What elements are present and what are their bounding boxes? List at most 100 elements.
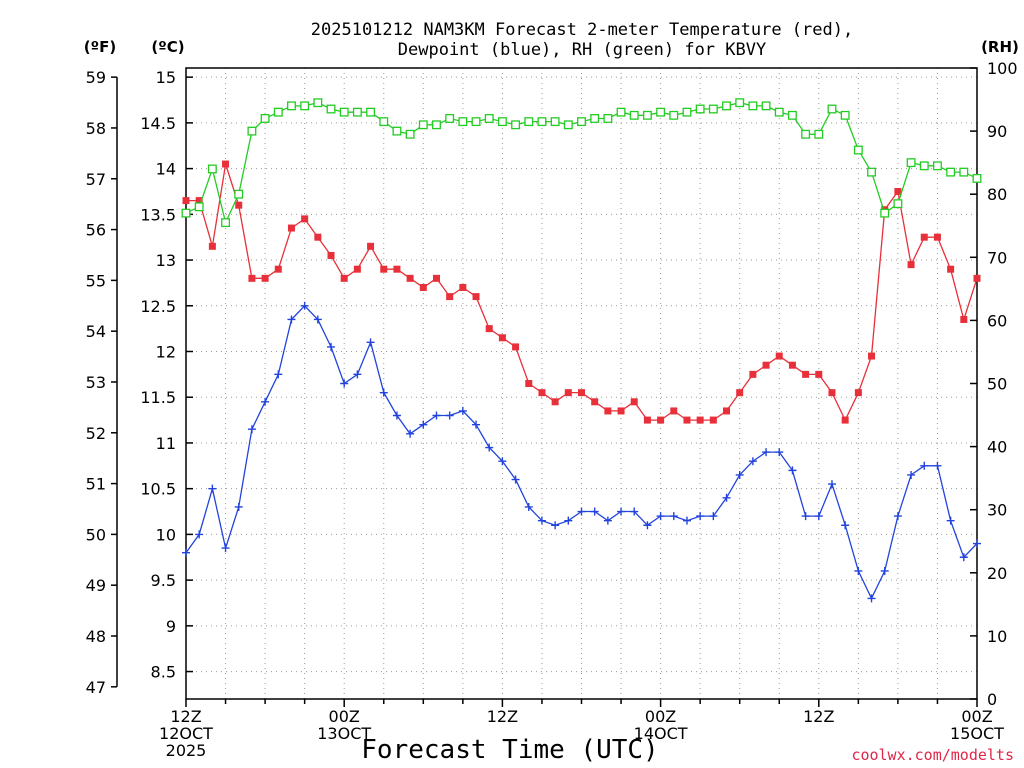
data-point: [946, 516, 955, 525]
data-point: [524, 502, 533, 511]
celsius-axis: 8.5 9 9.5 10 10.5 11 11.5 12 12.5 13 13.5 14 14.5 15: [140, 68, 193, 682]
data-point: [208, 242, 216, 250]
data-point: [630, 507, 639, 516]
data-point: [748, 101, 758, 111]
data-point: [432, 274, 440, 282]
data-point: [551, 398, 559, 406]
data-point: [340, 379, 349, 388]
data-point: [670, 407, 678, 415]
data-point: [788, 361, 796, 369]
c-tick-label: 8.5: [151, 663, 176, 682]
data-point: [367, 242, 375, 250]
data-point: [867, 594, 876, 603]
data-point: [867, 167, 876, 177]
data-point: [472, 420, 481, 429]
c-tick-label: 13: [156, 251, 176, 270]
data-point: [207, 164, 217, 174]
data-point: [405, 129, 415, 139]
data-point: [735, 98, 745, 108]
data-point: [827, 104, 837, 114]
data-point: [642, 110, 652, 120]
rh-tick-label: 10: [987, 627, 1007, 646]
data-point: [550, 117, 560, 127]
data-point: [708, 104, 718, 114]
x-tick-label: 12Z: [803, 707, 834, 726]
data-point: [459, 283, 467, 291]
credit-link[interactable]: coolwx.com/modelts: [851, 746, 1014, 764]
data-point: [247, 425, 256, 434]
data-point: [577, 117, 586, 127]
data-point: [471, 117, 481, 127]
data-point: [604, 407, 612, 415]
data-point: [695, 104, 705, 114]
data-point: [300, 301, 309, 310]
rh-tick-label: 80: [987, 185, 1007, 204]
rh-tick-label: 0: [987, 690, 997, 709]
c-tick-label: 9: [166, 617, 176, 636]
data-point: [630, 398, 638, 406]
data-point: [313, 315, 322, 324]
data-point: [775, 352, 783, 360]
data-point: [458, 117, 468, 127]
f-tick-label: 52: [86, 424, 106, 443]
c-tick-label: 14: [156, 160, 176, 179]
c-tick-label: 13.5: [140, 205, 176, 224]
data-point: [445, 114, 455, 123]
data-point: [273, 107, 283, 117]
data-point: [327, 342, 336, 351]
f-tick-label: 55: [86, 271, 106, 290]
data-point: [392, 411, 401, 420]
data-point: [353, 265, 361, 273]
data-point: [590, 114, 600, 123]
data-point: [841, 416, 849, 424]
data-point: [551, 521, 560, 530]
grid-lines: [186, 68, 977, 699]
series-rh: [181, 98, 982, 228]
data-point: [696, 416, 704, 424]
data-point: [748, 457, 757, 466]
c-tick-label: 10.5: [140, 480, 176, 499]
data-point: [380, 265, 388, 273]
rh-axis: 0 10 20 30 40 50 60 70 80 90 100: [970, 59, 1018, 709]
series-line: [186, 163, 978, 422]
data-point: [629, 110, 639, 120]
rh-unit-label: (RH): [981, 38, 1019, 56]
c-tick-label: 12.5: [140, 297, 176, 316]
data-point: [326, 104, 336, 114]
data-point: [787, 110, 797, 120]
f-tick-label: 54: [86, 322, 106, 341]
f-tick-label: 53: [86, 373, 106, 392]
data-point: [827, 480, 836, 489]
data-point: [762, 361, 770, 369]
data-point: [709, 512, 718, 521]
f-tick-label: 56: [86, 221, 106, 240]
data-point: [485, 325, 493, 333]
data-point: [524, 117, 534, 127]
x-tick-label: 00Z: [645, 707, 676, 726]
rh-tick-label: 100: [987, 59, 1018, 78]
f-tick-label: 47: [86, 678, 106, 697]
f-tick-label: 51: [86, 475, 106, 494]
data-point: [208, 484, 217, 493]
series-dewpoint: [182, 301, 981, 603]
data-point: [511, 475, 520, 484]
data-point: [419, 420, 428, 429]
data-point: [537, 516, 546, 525]
data-point: [472, 293, 480, 301]
data-point: [788, 466, 797, 475]
data-point: [603, 516, 612, 525]
data-point: [920, 233, 928, 241]
data-point: [973, 539, 981, 548]
data-point: [762, 448, 771, 457]
chart-title-line1: 2025101212 NAM3KM Forecast 2-meter Tempe…: [311, 20, 853, 40]
x-tick-label: 12Z: [487, 707, 518, 726]
data-point: [973, 274, 981, 282]
data-point: [274, 265, 282, 273]
data-point: [182, 548, 190, 557]
data-point: [907, 261, 915, 269]
series-line: [185, 304, 978, 600]
x-tick-label: 12OCT: [159, 724, 213, 743]
data-point: [195, 530, 204, 539]
x-tick-label: 12Z: [170, 707, 201, 726]
data-point: [287, 224, 295, 232]
